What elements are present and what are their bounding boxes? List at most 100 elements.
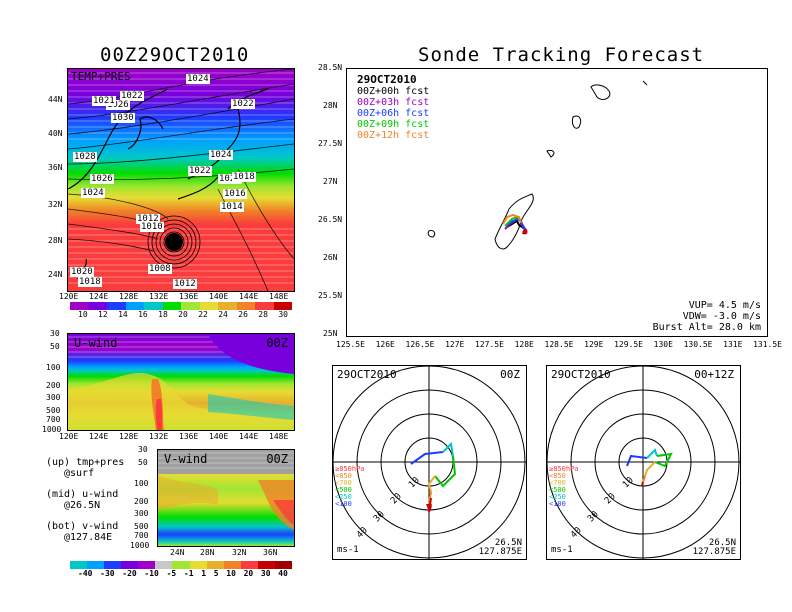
vdw-text: VDW= -3.0 m/s	[682, 311, 761, 322]
note-sub: @surf	[64, 468, 95, 479]
level-legend: ≥850hPa <850 <700 <500 <250 <100	[335, 466, 365, 508]
lat-label: 32N	[232, 548, 247, 557]
p-label: 30	[50, 329, 60, 338]
lon-label: 130.5E	[683, 340, 713, 349]
colorbar-label: -10	[144, 569, 159, 578]
level-item: <250	[549, 493, 566, 501]
lat-label: 27N	[323, 177, 338, 186]
vwind-time: 00Z	[266, 452, 288, 466]
colorbar-label: 10	[78, 310, 88, 319]
p-label: 500	[46, 406, 61, 415]
colorbar-label: 12	[98, 310, 108, 319]
temp-pres-label: TEMP+PRES	[71, 70, 131, 83]
note-title: (mid) u-wind	[46, 489, 119, 500]
colorbar-label: -1	[183, 569, 194, 578]
note-title: (up) tmp+pres	[46, 457, 125, 468]
note-sub: @127.84E	[64, 532, 113, 543]
isobar-label: 1020	[70, 267, 94, 277]
wind-colorbar	[70, 561, 293, 569]
colorbar-label: -20	[122, 569, 137, 578]
colorbar-label: 10	[226, 569, 236, 578]
lat-label: 26.5N	[318, 215, 343, 224]
p-label: 700	[46, 415, 61, 424]
lon-label: 144E	[239, 292, 259, 301]
level-item: <700	[335, 479, 352, 487]
lon-label: 124E	[89, 432, 109, 441]
polar-location: 26.5N 127.875E	[479, 539, 522, 557]
lat-label: 24N	[170, 548, 185, 557]
legend-item: 00Z+03h fcst	[357, 97, 430, 108]
isobar-label: 1018	[78, 277, 102, 287]
colorbar-label: 5	[213, 569, 219, 578]
p-label: 300	[134, 509, 149, 518]
lon-label: 148E	[269, 432, 289, 441]
lat-label: 25.5N	[318, 291, 343, 300]
lon-label: 129E	[584, 340, 604, 349]
level-item: <100	[335, 500, 352, 508]
p-label: 50	[138, 458, 148, 467]
legend-item: 00Z+06h fcst	[357, 108, 430, 119]
lon-label: 140E	[209, 292, 229, 301]
lon-label: 126E	[375, 340, 395, 349]
p-label: 1000	[42, 425, 62, 434]
lat-label: 32N	[48, 200, 63, 209]
track-date: 29OCT2010	[357, 73, 417, 86]
lon-label: 148E	[269, 292, 289, 301]
isobar-label: 1022	[231, 99, 255, 109]
uwind-panel: U-wind 00Z	[67, 333, 295, 431]
isobar-label: 1014	[220, 202, 244, 212]
lon-label: 127E	[445, 340, 465, 349]
lon-label: 132E	[149, 292, 169, 301]
uwind-overlay	[68, 334, 294, 430]
legend-notes: (up) tmp+pres @surf (mid) u-wind @26.5N …	[46, 457, 124, 543]
level-item: <250	[335, 493, 352, 501]
colorbar-label: -30	[100, 569, 115, 578]
level-item: <850	[549, 472, 566, 480]
vwind-panel: V-wind 00Z	[157, 449, 295, 547]
isobar-label: 1020	[218, 174, 242, 184]
location-lon: 127.875E	[692, 547, 736, 557]
colorbar-label: 18	[158, 310, 168, 319]
level-item: ≥850hPa	[549, 465, 579, 473]
lon-label: 136E	[179, 292, 199, 301]
level-legend: ≥850hPa <850 <700 <500 <250 <100	[549, 466, 579, 508]
p-label: 1000	[130, 541, 150, 550]
polar-date: 29OCT2010	[551, 368, 611, 381]
isobar-label: 1026	[106, 100, 130, 110]
isobar-label: 1022	[120, 91, 144, 101]
isobar-label: 1022	[188, 166, 212, 176]
colorbar-label: -40	[78, 569, 93, 578]
p-label: 200	[46, 381, 61, 390]
level-item: <500	[549, 486, 566, 494]
location-lon: 127.875E	[478, 547, 522, 557]
note-sub: @26.5N	[64, 500, 101, 511]
colorbar-label: 40	[278, 569, 288, 578]
right-title: Sonde Tracking Forecast	[418, 44, 705, 66]
lon-label: 126.5E	[405, 340, 435, 349]
isobar-label: 1030	[111, 113, 135, 123]
p-label: 300	[46, 393, 61, 402]
lat-label: 44N	[48, 95, 63, 104]
isobar-label: 1012	[173, 279, 197, 289]
track-legend: 00Z+00h fcst 00Z+03h fcst 00Z+06h fcst 0…	[357, 86, 429, 141]
track-params: VUP= 4.5 m/s VDW= -3.0 m/s Burst Alt= 28…	[653, 300, 761, 333]
polar-left: 29OCT2010 00Z 10 20 30 40 ≥850hPa <850 <…	[332, 365, 527, 560]
lon-label: 140E	[209, 432, 229, 441]
level-item: <100	[549, 500, 566, 508]
isobar-label: 1008	[148, 264, 172, 274]
vwind-label: V-wind	[164, 452, 208, 466]
location-lat: 26.5N	[494, 538, 522, 548]
uwind-label: U-wind	[74, 336, 118, 350]
colorbar-label: 26	[238, 310, 248, 319]
p-label: 50	[50, 342, 60, 351]
lat-label: 25N	[323, 329, 338, 338]
wind-colorbar-labels: -40 -30 -20 -10 -5 -1 1 5 10 20 30 40	[78, 569, 288, 578]
lat-label: 28N	[48, 236, 63, 245]
lat-label: 24N	[48, 270, 63, 279]
level-item: ≥850hPa	[335, 465, 365, 473]
lon-label: 144E	[239, 432, 259, 441]
lon-label: 136E	[179, 432, 199, 441]
level-item: <850	[335, 472, 352, 480]
polar-time: 00Z	[500, 368, 520, 381]
polar-date: 29OCT2010	[337, 368, 397, 381]
